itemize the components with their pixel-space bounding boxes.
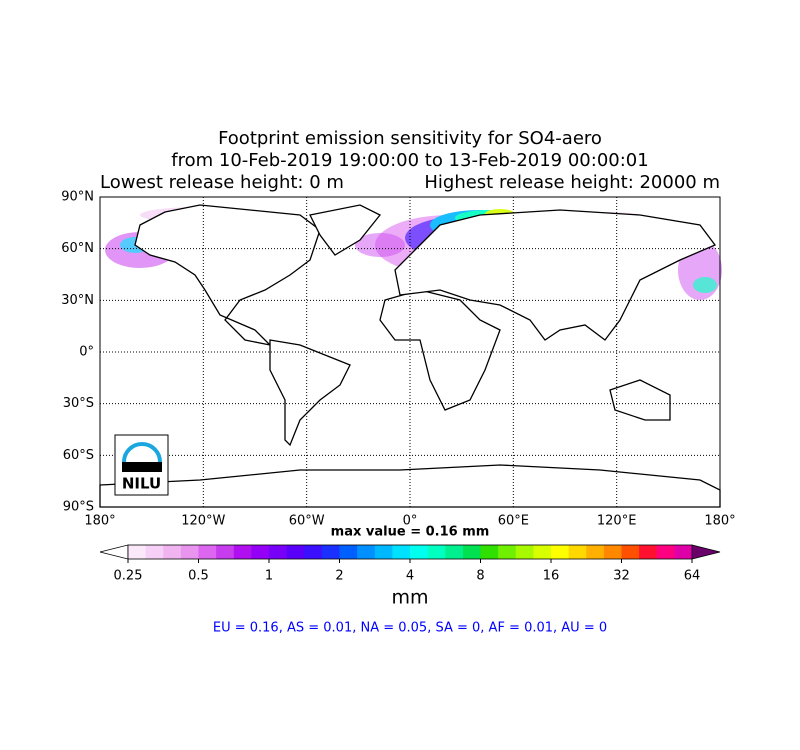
logo: NILU bbox=[114, 434, 169, 496]
colorbar-segment bbox=[427, 545, 446, 559]
colorbar-segment bbox=[180, 545, 199, 559]
colorbar-segment bbox=[498, 545, 517, 559]
colorbar-tick-label: 0.5 bbox=[188, 569, 209, 584]
colorbar-tick-label: 1 bbox=[265, 569, 273, 584]
map bbox=[99, 196, 722, 508]
title: Footprint emission sensitivity for SO4-a… bbox=[218, 128, 602, 149]
colorbar-segment bbox=[163, 545, 182, 559]
colorbar-segment bbox=[286, 545, 305, 559]
colorbar-tick-label: 64 bbox=[684, 569, 701, 584]
colorbar-segment bbox=[374, 545, 393, 559]
release-low: Lowest release height: 0 m bbox=[100, 172, 344, 193]
colorbar-segment bbox=[551, 545, 570, 559]
colorbar-label: mm bbox=[391, 587, 428, 609]
logo-skyline bbox=[122, 462, 162, 472]
colorbar-segment bbox=[357, 545, 376, 559]
y-tick-label: 90°S bbox=[63, 500, 94, 515]
y-tick-label: 0° bbox=[79, 345, 94, 360]
release-high: Highest release height: 20000 m bbox=[424, 172, 720, 193]
map-frame bbox=[99, 196, 721, 508]
colorbar-segment bbox=[233, 545, 252, 559]
x-tick-label: 120°W bbox=[181, 514, 225, 529]
colorbar-segment bbox=[639, 545, 658, 559]
colorbar-segment bbox=[128, 545, 147, 559]
y-tick-label: 60°S bbox=[63, 448, 94, 463]
x-tick-label: 180° bbox=[704, 514, 735, 529]
colorbar-segment bbox=[321, 545, 340, 559]
y-tick-label: 90°N bbox=[61, 190, 94, 205]
colorbar-segment bbox=[603, 545, 622, 559]
colorbar-tick-label: 32 bbox=[613, 569, 630, 584]
colorbar-segment bbox=[515, 545, 534, 559]
colorbar-tick-label: 8 bbox=[476, 569, 484, 584]
colorbar-segment bbox=[339, 545, 358, 559]
colorbar-segment bbox=[216, 545, 235, 559]
colorbar-segment bbox=[145, 545, 164, 559]
colorbar-segment bbox=[251, 545, 270, 559]
colorbar-segment bbox=[621, 545, 640, 559]
colorbar-segment bbox=[445, 545, 464, 559]
colorbar-segment bbox=[410, 545, 429, 559]
colorbar-segment bbox=[533, 545, 552, 559]
y-tick-label: 30°N bbox=[61, 293, 94, 308]
x-tick-label: 120°E bbox=[597, 514, 637, 529]
logo-text: NILU bbox=[122, 475, 161, 493]
colorbar-segment bbox=[304, 545, 323, 559]
colorbar-segment bbox=[269, 545, 288, 559]
max-value: max value = 0.16 mm bbox=[331, 525, 490, 540]
coastlines bbox=[99, 204, 721, 508]
colorbar-tick-label: 4 bbox=[406, 569, 414, 584]
colorbar-tick-label: 16 bbox=[543, 569, 560, 584]
colorbar-segment bbox=[586, 545, 605, 559]
colorbar-segment bbox=[480, 545, 499, 559]
x-tick-label: 180° bbox=[84, 514, 115, 529]
colorbar: 0.25 0.5 1 2 4 8 16 32 64 bbox=[99, 544, 721, 584]
x-tick-label: 60°W bbox=[289, 514, 325, 529]
logo-arc bbox=[122, 442, 162, 463]
y-tick-label: 60°N bbox=[61, 241, 94, 256]
colorbar-tick-label: 2 bbox=[335, 569, 343, 584]
y-tick-label: 30°S bbox=[63, 396, 94, 411]
x-tick-label: 60°E bbox=[498, 514, 529, 529]
colorbar-segment bbox=[392, 545, 411, 559]
colorbar-segment bbox=[198, 545, 217, 559]
title: from 10-Feb-2019 19:00:00 to 13-Feb-2019… bbox=[171, 150, 648, 171]
colorbar-segment bbox=[462, 545, 481, 559]
region-summary: EU = 0.16, AS = 0.01, NA = 0.05, SA = 0,… bbox=[213, 621, 607, 636]
colorbar-segment bbox=[674, 545, 693, 559]
colorbar-tick-label: 0.25 bbox=[114, 569, 143, 584]
colorbar-segment bbox=[568, 545, 587, 559]
colorbar-segment bbox=[656, 545, 675, 559]
x-tick-label: 0° bbox=[403, 514, 418, 529]
